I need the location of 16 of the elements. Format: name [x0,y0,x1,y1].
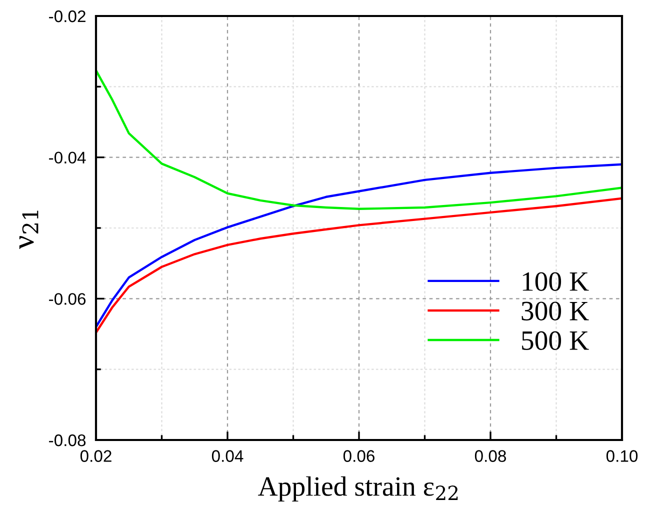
x-tick-label: 0.04 [212,450,244,462]
line-series [96,69,622,210]
x-axis-title: Applied strain ε$_{22}$ [258,476,458,502]
y-tick-label: -0.02 [49,10,86,22]
legend-label: 500 K [522,331,589,350]
line-series [96,163,622,328]
y-tick-label: -0.04 [49,152,86,164]
x-tick-label: 0.06 [343,450,374,462]
legend-label: 100 K [522,272,589,291]
y-tick-label: -0.08 [49,434,86,446]
x-tick-label: 0.10 [606,450,638,462]
y-axis-title: ν$_{21}$ [19,210,38,250]
legend-label: 300 K [522,302,589,320]
x-tick-label: 0.08 [474,450,506,462]
x-tick-label: 0.02 [80,450,112,462]
y-tick-label: -0.06 [49,293,86,305]
